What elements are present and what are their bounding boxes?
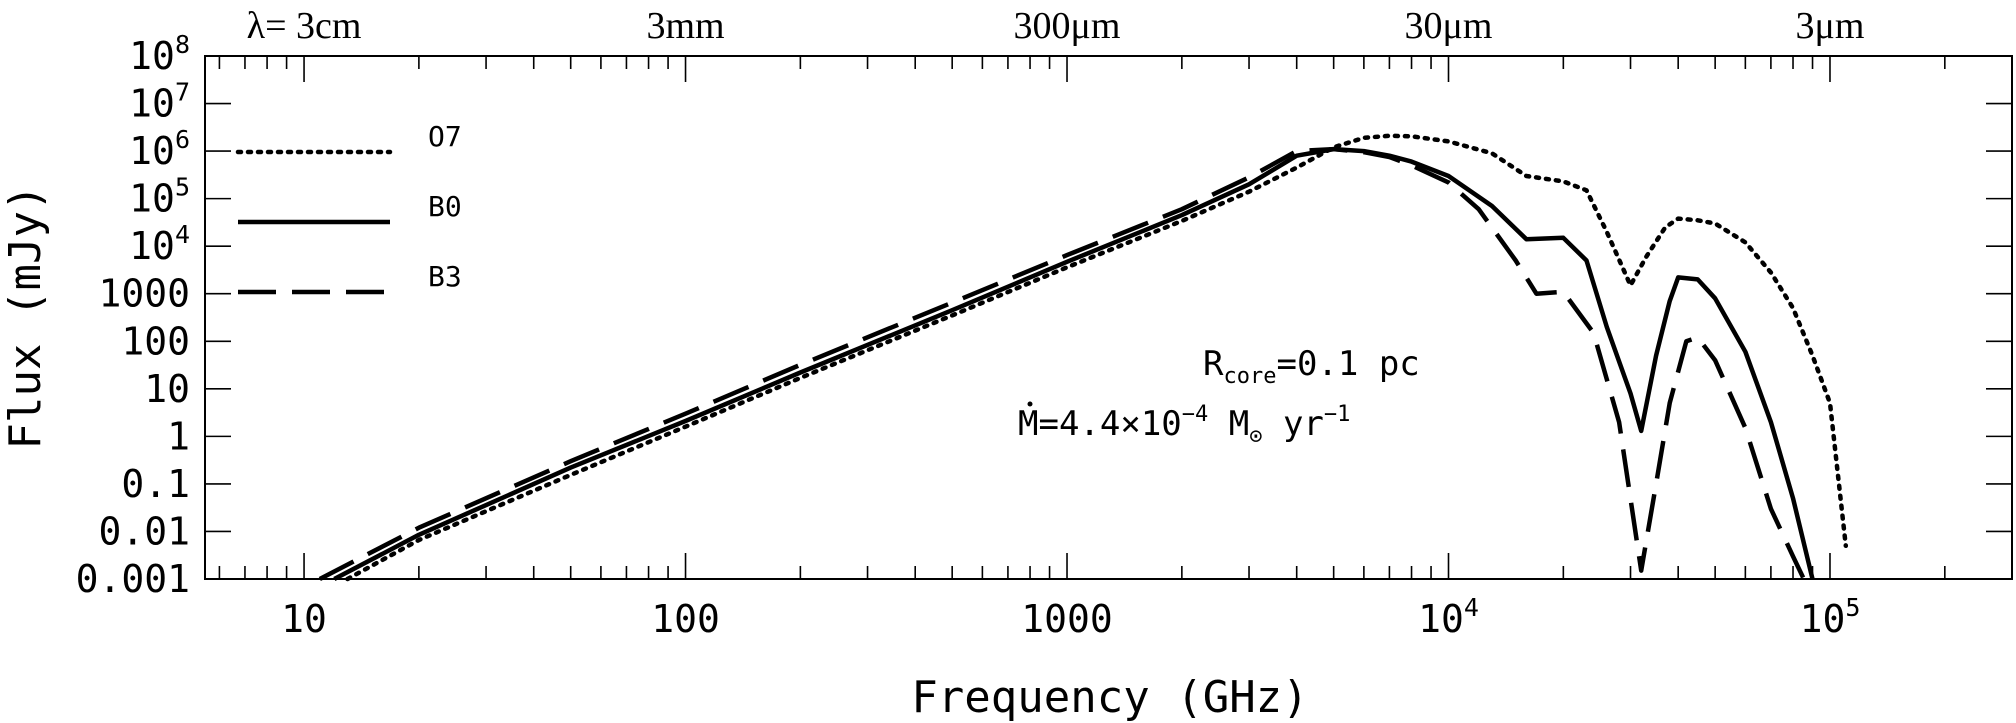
legend-label-o7: O7 xyxy=(428,120,462,153)
y-tick-label: 10 xyxy=(144,367,190,411)
mdot-symbol: M xyxy=(1018,404,1038,444)
y-tick-label-base: 100 xyxy=(121,319,190,363)
legend-label-b0: B0 xyxy=(428,190,462,223)
rcore-value: =0.1 pc xyxy=(1276,344,1419,384)
rcore-symbol: R xyxy=(1203,344,1224,384)
mdot-annotation: M=4.4×10−4 M⊙ yr−1 xyxy=(1018,402,1350,449)
series-line-b0 xyxy=(333,146,1815,581)
y-tick-label-base: 0.01 xyxy=(98,509,190,553)
legend: O7 B0 B3 xyxy=(235,120,462,295)
y-tick-label-base: 1000 xyxy=(98,272,190,316)
mdot-year-exponent: −1 xyxy=(1324,402,1351,427)
legend-label-b3: B3 xyxy=(428,260,462,293)
x-tick-labels: 10 100 1000 104 105 xyxy=(281,593,1860,641)
data-series xyxy=(318,133,1849,591)
mdot-exponent: −4 xyxy=(1182,402,1209,427)
mdot-year-unit: yr xyxy=(1262,404,1323,444)
wavelength-label: 30μm xyxy=(1405,5,1493,47)
mdot-dot-accent xyxy=(1027,401,1033,407)
x-tick-label-base: 1000 xyxy=(1021,597,1113,641)
y-tick-label-base: 1 xyxy=(167,414,190,458)
y-tick-label: 104 xyxy=(129,220,190,268)
y-tick-label: 105 xyxy=(129,173,190,221)
x-tick-label-exponent: 5 xyxy=(1845,593,1860,622)
y-tick-label-base: 10 xyxy=(129,224,175,268)
y-tick-label-exponent: 7 xyxy=(175,78,190,107)
wavelength-axis-labels: λ= 3cm 3mm 300μm 30μm 3μm xyxy=(247,5,1865,47)
wavelength-label: 3μm xyxy=(1796,5,1865,47)
y-tick-label-exponent: 8 xyxy=(175,30,190,59)
y-tick-label: 108 xyxy=(129,30,190,78)
sun-symbol: ⊙ xyxy=(1249,424,1262,449)
series-line-b3 xyxy=(318,146,1811,591)
x-tick-label: 10 xyxy=(281,597,327,641)
x-tick-label-exponent: 4 xyxy=(1464,593,1479,622)
y-tick-label: 1 xyxy=(167,414,190,458)
y-tick-label-base: 10 xyxy=(129,177,175,221)
y-tick-label-base: 0.001 xyxy=(76,557,190,601)
y-tick-label-base: 10 xyxy=(129,82,175,126)
y-tick-label: 106 xyxy=(129,125,190,173)
y-axis-label: Flux (mJy) xyxy=(0,185,51,450)
y-tick-label-base: 10 xyxy=(129,129,175,173)
wavelength-label: λ= 3cm xyxy=(247,5,362,47)
mdot-mass-unit: M xyxy=(1208,404,1249,444)
x-tick-label-base: 10 xyxy=(1418,597,1464,641)
y-tick-label: 107 xyxy=(129,78,190,126)
y-tick-label-exponent: 6 xyxy=(175,125,190,154)
x-tick-label-base: 100 xyxy=(651,597,720,641)
x-tick-label-base: 10 xyxy=(1800,597,1846,641)
series-line-o7 xyxy=(345,133,1849,582)
y-tick-label-exponent: 5 xyxy=(175,173,190,202)
y-tick-label-base: 0.1 xyxy=(121,462,190,506)
y-tick-label-base: 10 xyxy=(129,34,175,78)
x-axis-label: Frequency (GHz) xyxy=(911,672,1308,723)
plot-frame xyxy=(204,55,2013,580)
x-tick-label-base: 10 xyxy=(281,597,327,641)
y-tick-label: 1000 xyxy=(98,272,190,316)
y-tick-label: 0.1 xyxy=(121,462,190,506)
y-tick-label-base: 10 xyxy=(144,367,190,411)
x-tick-label: 104 xyxy=(1418,593,1479,641)
wavelength-label: 300μm xyxy=(1014,5,1121,47)
rcore-subscript: core xyxy=(1223,364,1276,389)
x-tick-label: 105 xyxy=(1800,593,1861,641)
mdot-value: =4.4×10 xyxy=(1038,404,1181,444)
rcore-annotation: Rcore=0.1 pc xyxy=(1203,344,1420,389)
x-tick-label: 100 xyxy=(651,597,720,641)
x-tick-label: 1000 xyxy=(1021,597,1113,641)
y-tick-label: 0.001 xyxy=(76,557,190,601)
y-tick-label: 100 xyxy=(121,319,190,363)
y-tick-label-exponent: 4 xyxy=(175,220,190,249)
y-tick-label: 0.01 xyxy=(98,509,190,553)
wavelength-label: 3mm xyxy=(646,5,724,47)
